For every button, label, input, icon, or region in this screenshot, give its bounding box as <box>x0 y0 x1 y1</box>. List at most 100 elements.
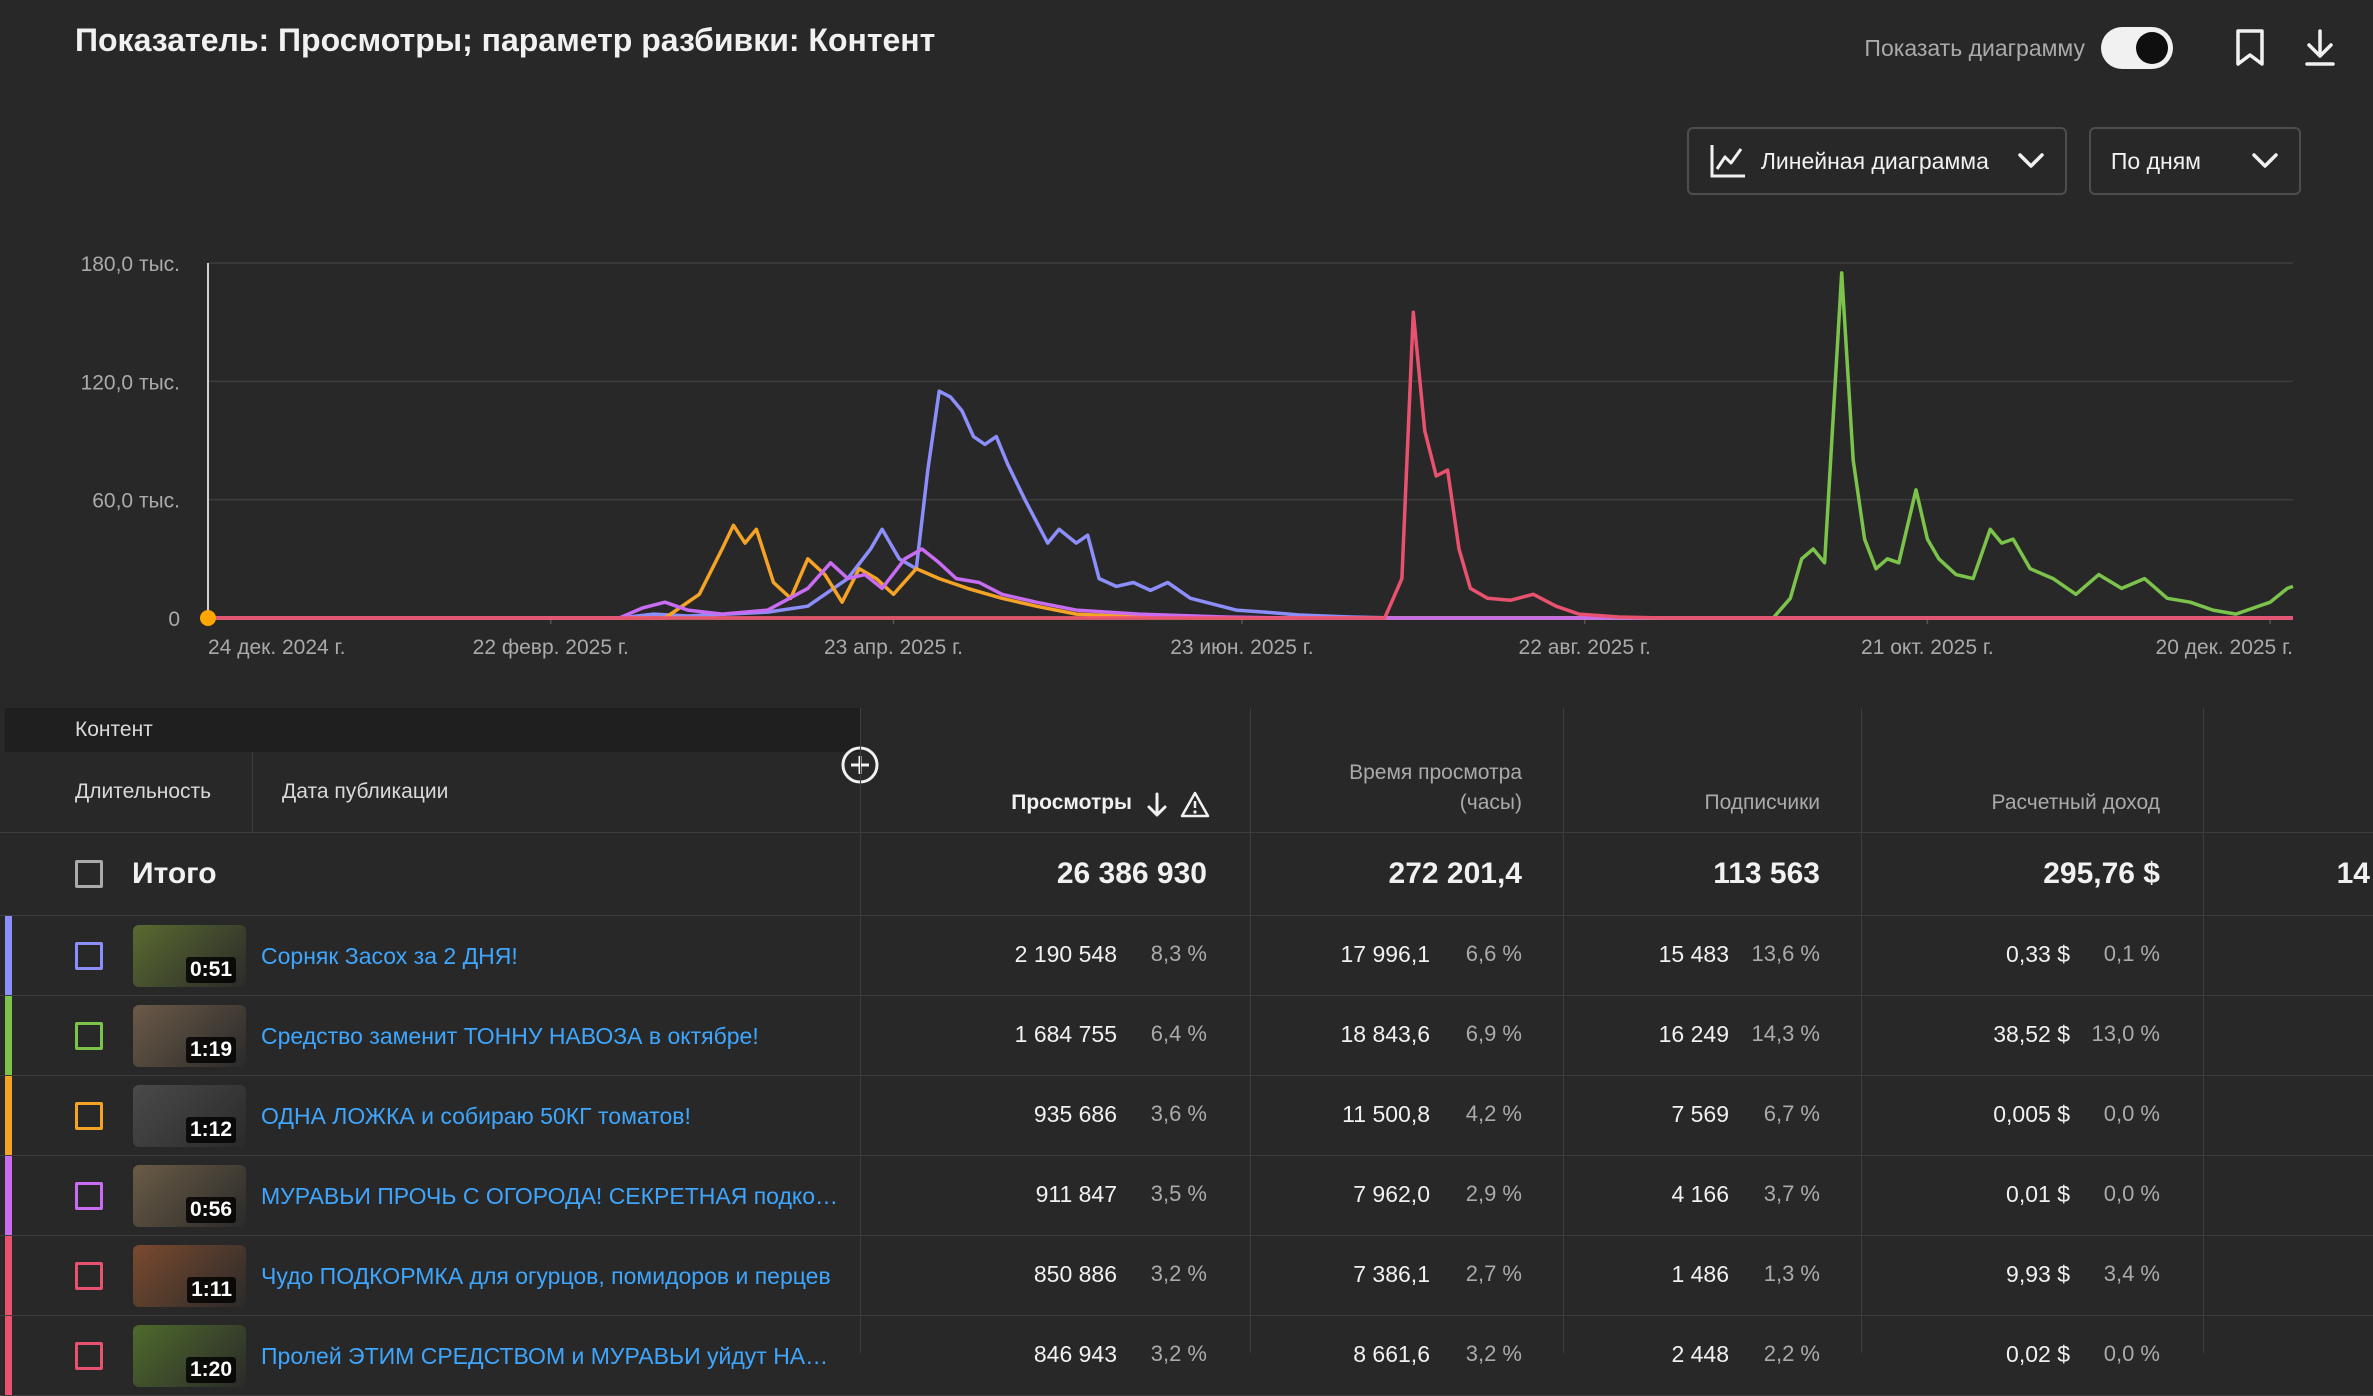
row-divider <box>0 1075 2373 1076</box>
warning-icon[interactable] <box>1180 790 1210 818</box>
views-percent: 6,4 % <box>1150 1021 1207 1046</box>
content-group-header: Контент <box>5 708 860 752</box>
video-duration: 1:20 <box>185 1357 236 1383</box>
video-duration: 1:11 <box>187 1277 236 1303</box>
x-tick-label: 22 авг. 2025 г. <box>1519 636 1651 659</box>
views-percent: 3,2 % <box>1150 1261 1207 1286</box>
subscribers-column-header[interactable]: Подписчики <box>1570 708 1820 832</box>
x-tick-label: 23 апр. 2025 г. <box>824 636 963 659</box>
duration-column-header[interactable]: Длительность <box>75 780 212 803</box>
series-line <box>208 523 2293 620</box>
download-icon[interactable] <box>2297 25 2343 71</box>
row-checkbox[interactable] <box>75 1262 103 1290</box>
revenue-percent: 0,0 % <box>2103 1181 2160 1206</box>
row-checkbox[interactable] <box>75 1102 103 1130</box>
x-tick-label: 23 июн. 2025 г. <box>1170 636 1313 659</box>
watch-time-percent: 3,2 % <box>1465 1341 1522 1366</box>
line-chart-icon <box>1710 145 1745 178</box>
hover-marker-dot <box>200 610 216 626</box>
video-duration: 1:12 <box>185 1117 236 1143</box>
total-views: 26 386 930 <box>1056 857 1207 890</box>
bookmark-icon[interactable] <box>2227 25 2273 71</box>
watch-time-value: 18 843,6 <box>1340 1021 1430 1047</box>
watch-time-percent: 2,9 % <box>1465 1181 1522 1206</box>
period-dropdown[interactable]: По дням <box>2088 127 2301 195</box>
views-column-header[interactable]: Просмотры <box>940 708 1210 832</box>
y-tick-label: 120,0 тыс. <box>81 371 180 394</box>
revenue-value: 0,02 $ <box>2006 1341 2070 1367</box>
column-divider <box>2203 708 2204 1353</box>
revenue-percent: 3,4 % <box>2103 1261 2160 1286</box>
y-tick-label: 180,0 тыс. <box>81 253 180 276</box>
revenue-value: 9,93 $ <box>2006 1261 2070 1287</box>
column-divider <box>860 708 861 1353</box>
total-subscribers: 113 563 <box>1713 857 1820 890</box>
table-row[interactable]: 1:19 Средство заменит ТОННУ НАВОЗА в октя… <box>0 996 2373 1076</box>
row-divider <box>0 1155 2373 1156</box>
video-duration: 0:51 <box>185 957 236 983</box>
row-checkbox[interactable] <box>75 1182 103 1210</box>
watch-time-column-header[interactable]: Время просмотра (часы) <box>1260 708 1522 832</box>
video-title-link[interactable]: Пролей ЭТИМ СРЕДСТВОМ и МУРАВЬИ уйдут НА… <box>261 1343 841 1369</box>
table-row[interactable]: 0:51 Сорняк Засох за 2 ДНЯ! 2 190 548 8,3 %… <box>0 916 2373 996</box>
show-chart-toggle[interactable] <box>2101 27 2173 69</box>
video-thumbnail[interactable]: 1:11 <box>133 1245 246 1307</box>
subscribers-value: 2 448 <box>1671 1341 1729 1367</box>
subscribers-percent: 13,6 % <box>1751 941 1821 966</box>
chart-type-dropdown[interactable]: Линейная диаграмма <box>1686 127 2067 195</box>
row-divider <box>0 995 2373 996</box>
watch-time-value: 8 661,6 <box>1353 1341 1430 1367</box>
video-duration: 1:19 <box>185 1037 236 1063</box>
revenue-value: 38,52 $ <box>1993 1021 2070 1047</box>
total-watch-time: 272 201,4 <box>1388 857 1522 890</box>
series-line <box>208 271 2294 620</box>
views-line-chart: 180,0 тыс. 120,0 тыс. 60,0 тыс. 0 24 дек. 20… <box>81 253 2294 659</box>
subscribers-percent: 1,3 % <box>1763 1261 1820 1286</box>
video-thumbnail[interactable]: 0:56 <box>133 1165 246 1227</box>
series-line <box>208 310 2293 620</box>
video-title-link[interactable]: МУРАВЬИ ПРОЧЬ С ОГОРОДА! СЕКРЕТНАЯ подко… <box>261 1183 841 1209</box>
row-checkbox[interactable] <box>75 1022 103 1050</box>
table-row[interactable]: 1:11 Чудо ПОДКОРМКА для огурцов, помидоро… <box>0 1236 2373 1316</box>
video-thumbnail[interactable]: 1:19 <box>133 1005 246 1067</box>
row-checkbox[interactable] <box>75 942 103 970</box>
revenue-column-header[interactable]: Расчетный доход <box>1870 708 2160 832</box>
pubdate-column-header[interactable]: Дата публикации <box>282 780 449 803</box>
subscribers-percent: 2,2 % <box>1763 1341 1820 1366</box>
video-thumbnail[interactable]: 0:51 <box>133 925 246 987</box>
video-title-link[interactable]: Средство заменит ТОННУ НАВОЗА в октябре! <box>261 1023 759 1049</box>
video-thumbnail[interactable]: 1:12 <box>133 1085 246 1147</box>
video-title-link[interactable]: Сорняк Засох за 2 ДНЯ! <box>261 943 518 969</box>
table-row[interactable]: 1:12 ОДНА ЛОЖКА и собираю 50КГ томатов! 93… <box>0 1076 2373 1156</box>
video-thumbnail[interactable]: 1:20 <box>133 1325 246 1387</box>
row-checkbox[interactable] <box>75 1342 103 1370</box>
views-percent: 8,3 % <box>1150 941 1207 966</box>
views-header-label: Просмотры <box>1011 791 1132 814</box>
watch-time-header-line1: Время просмотра <box>1349 761 1522 784</box>
table-row[interactable]: 1:20 Пролей ЭТИМ СРЕДСТВОМ и МУРАВЬИ уйду… <box>0 1316 2373 1396</box>
video-title-link[interactable]: ОДНА ЛОЖКА и собираю 50КГ томатов! <box>261 1103 691 1129</box>
page-title: Показатель: Просмотры; параметр разбивки… <box>75 22 936 58</box>
series-color-bar <box>5 916 12 996</box>
views-percent: 3,5 % <box>1150 1181 1207 1206</box>
revenue-percent: 0,0 % <box>2103 1341 2160 1366</box>
select-all-checkbox[interactable] <box>75 860 103 888</box>
subscribers-percent: 3,7 % <box>1763 1181 1820 1206</box>
column-divider <box>1563 708 1564 1353</box>
arrow-down-icon <box>1147 792 1167 817</box>
watch-time-percent: 2,7 % <box>1465 1261 1522 1286</box>
subscribers-percent: 14,3 % <box>1751 1021 1821 1046</box>
header-actions: Показать диаграмму <box>1864 20 2343 76</box>
total-revenue: 295,76 $ <box>2043 857 2160 890</box>
table-row[interactable]: 0:56 МУРАВЬИ ПРОЧЬ С ОГОРОДА! СЕКРЕТНАЯ п… <box>0 1156 2373 1236</box>
video-title-link[interactable]: Чудо ПОДКОРМКА для огурцов, помидоров и … <box>261 1263 831 1289</box>
show-chart-label: Показать диаграмму <box>1864 34 2085 61</box>
chevron-down-icon <box>2252 153 2278 168</box>
y-tick-label: 60,0 тыс. <box>92 490 180 513</box>
views-value: 1 684 755 <box>1014 1021 1117 1047</box>
watch-time-value: 11 500,8 <box>1342 1101 1430 1127</box>
x-tick-label: 20 дек. 2025 г. <box>2156 636 2293 659</box>
toggle-knob <box>2136 32 2168 64</box>
revenue-percent: 13,0 % <box>2091 1021 2161 1046</box>
views-value: 935 686 <box>1033 1101 1117 1127</box>
